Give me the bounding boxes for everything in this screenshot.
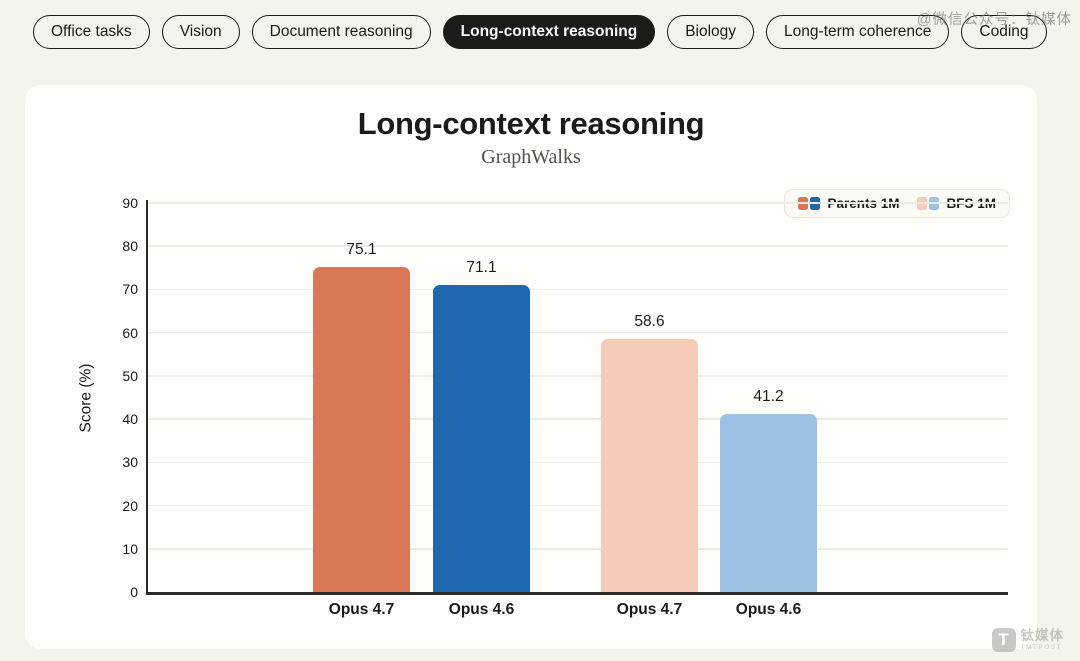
gridline — [148, 548, 1008, 550]
gridline — [148, 375, 1008, 377]
x-axis-label: Opus 4.6 — [735, 601, 802, 618]
bar-value-label: 75.1 — [346, 241, 377, 259]
gridline — [148, 418, 1008, 420]
chart-subtitle: GraphWalks — [481, 146, 581, 168]
gridline — [148, 504, 1008, 507]
bar-bfs-1m-opus-4-7 — [601, 338, 698, 592]
chart-card: Long-context reasoning GraphWalks Parent… — [25, 85, 1037, 649]
tab-long-term-coherence[interactable]: Long-term coherence — [766, 15, 950, 49]
bar-bfs-1m-opus-4-6 — [720, 413, 817, 592]
x-axis-label: Opus 4.7 — [328, 601, 395, 618]
bottom-watermark-cn: 钛媒体 — [1020, 628, 1064, 643]
x-axis-line — [145, 592, 1008, 595]
y-tick-label: 40 — [122, 411, 138, 428]
y-tick-label: 0 — [130, 584, 138, 600]
gridline — [148, 202, 1008, 204]
y-tick-label: 30 — [122, 454, 138, 471]
bar-value-label: 41.2 — [753, 387, 784, 405]
tab-document-reasoning[interactable]: Document reasoning — [251, 15, 431, 49]
bottom-watermark: T 钛媒体 TMTPOST — [991, 628, 1065, 652]
tab-long-context-reasoning[interactable]: Long-context reasoning — [442, 15, 656, 49]
y-tick-label: 60 — [122, 324, 138, 341]
y-tick-label: 50 — [122, 367, 138, 384]
gridline — [148, 245, 1008, 247]
bar-parents-1m-opus-4-7 — [313, 267, 410, 592]
bar-value-label: 58.6 — [634, 312, 665, 330]
y-axis-title: Score (%) — [77, 363, 95, 432]
tab-vision[interactable]: Vision — [161, 15, 240, 49]
y-tick-label: 70 — [122, 281, 138, 298]
gridline — [148, 331, 1008, 334]
y-tick-label: 90 — [122, 195, 138, 211]
gridline — [148, 288, 1008, 291]
tab-biology[interactable]: Biology — [667, 15, 755, 49]
plot-area: Score (%) 0 10 20 30 40 50 60 70 80 90 75.1 Opus 4.… — [77, 195, 1008, 618]
y-tick-label: 10 — [122, 540, 138, 557]
top-watermark: @微信公众号：钛媒体 — [916, 12, 1072, 28]
benchmark-tabbar: Office tasks Vision Document reasoning Long… — [33, 15, 1047, 49]
y-tick-label: 20 — [122, 497, 138, 514]
chart-title: Long-context reasoning — [357, 106, 705, 141]
y-tick-label: 80 — [122, 238, 138, 255]
tab-office-tasks[interactable]: Office tasks — [33, 15, 150, 49]
bottom-watermark-en: TMTPOST — [1020, 643, 1063, 651]
gridline — [148, 461, 1008, 464]
x-axis-label: Opus 4.6 — [448, 601, 515, 618]
bar-value-label: 71.1 — [466, 258, 497, 276]
tmtpost-logo-icon: T — [991, 628, 1016, 652]
y-axis-line — [145, 200, 148, 592]
x-axis-label: Opus 4.7 — [616, 601, 683, 618]
tab-coding[interactable]: Coding — [961, 15, 1047, 49]
bar-parents-1m-opus-4-6 — [433, 284, 530, 592]
